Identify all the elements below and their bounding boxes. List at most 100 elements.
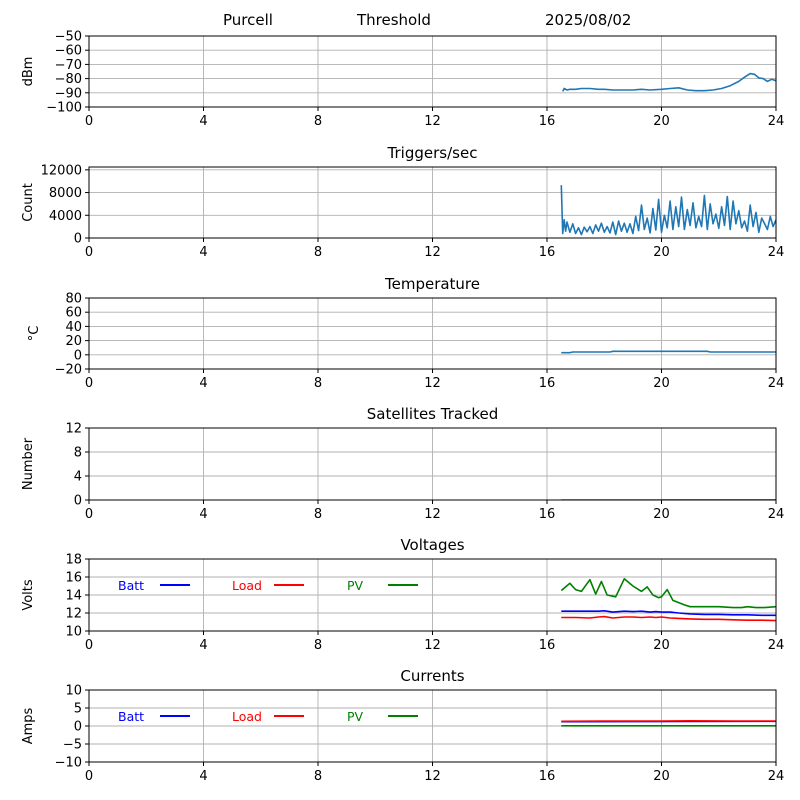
y-tick-label: 5 <box>74 702 82 717</box>
x-tick-label: 16 <box>539 638 556 653</box>
y-tick-label: 16 <box>65 571 82 586</box>
x-tick-label: 16 <box>539 769 556 784</box>
y-axis-label: Count <box>21 183 36 222</box>
y-tick-label: −60 <box>55 44 82 59</box>
x-tick-label: 20 <box>653 769 670 784</box>
y-tick-label: 14 <box>65 589 82 604</box>
chart-title: Satellites Tracked <box>367 405 498 423</box>
y-tick-label: −90 <box>55 86 82 101</box>
x-tick-label: 20 <box>653 638 670 653</box>
y-tick-label: −80 <box>55 72 82 87</box>
y-tick-label: 0 <box>74 720 82 735</box>
x-tick-label: 20 <box>653 507 670 522</box>
y-tick-label: 10 <box>65 625 82 640</box>
series-line-0 <box>560 185 776 236</box>
x-tick-label: 4 <box>199 769 207 784</box>
y-axis-label: Volts <box>21 579 36 611</box>
chart-panel-4: Batt Load PV 0 4 8 12 16 20 24 10 12 14 16 18 Volts Volt… <box>21 536 784 653</box>
chart-panel-3: 0 4 8 12 16 20 24 0 4 8 12 Number Satellites Tracked <box>21 405 784 522</box>
y-tick-label: 4 <box>74 470 82 485</box>
y-tick-label: 4000 <box>49 209 82 224</box>
x-tick-label: 0 <box>85 507 93 522</box>
x-tick-label: 12 <box>424 769 441 784</box>
chart-title: Currents <box>400 667 464 685</box>
x-tick-label: 12 <box>424 376 441 391</box>
y-tick-label: 12 <box>65 607 82 622</box>
x-tick-label: 0 <box>85 376 93 391</box>
y-tick-label: −5 <box>63 738 82 753</box>
y-tick-label: −20 <box>55 363 82 378</box>
y-axis-label: dBm <box>21 57 36 87</box>
x-tick-label: 12 <box>424 245 441 260</box>
y-axis-label: Amps <box>21 707 36 744</box>
x-tick-label: 24 <box>768 769 785 784</box>
y-tick-label: 10 <box>65 684 82 699</box>
x-tick-label: 16 <box>539 376 556 391</box>
x-tick-label: 0 <box>85 769 93 784</box>
series-line-pv <box>560 577 776 609</box>
chart-panel-0: 0 4 8 12 16 20 24 −100−90−80−70−60−50 dBm <box>21 30 784 130</box>
y-tick-label: 20 <box>65 334 82 349</box>
x-tick-label: 24 <box>768 114 785 129</box>
series-line-batt <box>561 609 776 617</box>
y-tick-label: 0 <box>74 494 82 509</box>
y-tick-label: −50 <box>55 30 82 45</box>
legend-label-batt: Batt <box>118 709 144 724</box>
y-tick-label: 0 <box>74 348 82 363</box>
chart-panel-5: Batt Load PV 0 4 8 12 16 20 24 −10 −5 0 5 10 Amps Curren… <box>21 667 784 784</box>
y-axis-label: °C <box>27 326 42 342</box>
series-line-load <box>561 615 776 622</box>
y-tick-label: 60 <box>65 306 82 321</box>
y-tick-label: 18 <box>65 553 82 568</box>
x-tick-label: 8 <box>314 769 322 784</box>
y-tick-label: 12000 <box>41 163 82 178</box>
x-tick-label: 20 <box>653 114 670 129</box>
x-tick-label: 4 <box>199 245 207 260</box>
y-tick-label: 8000 <box>49 186 82 201</box>
x-tick-label: 0 <box>85 114 93 129</box>
series-line-load <box>561 719 776 723</box>
header-station-label: Purcell <box>223 11 273 29</box>
y-tick-label: −100 <box>46 101 82 116</box>
x-tick-label: 12 <box>424 114 441 129</box>
x-tick-label: 8 <box>314 245 322 260</box>
y-axis-label: Number <box>21 437 36 490</box>
y-tick-label: 12 <box>65 422 82 437</box>
x-tick-label: 24 <box>768 245 785 260</box>
x-tick-label: 4 <box>199 376 207 391</box>
series-line-0 <box>561 350 776 354</box>
x-tick-label: 4 <box>199 114 207 129</box>
legend-label-pv: PV <box>347 709 364 724</box>
x-tick-label: 12 <box>424 638 441 653</box>
x-tick-label: 16 <box>539 114 556 129</box>
y-tick-label: −70 <box>55 58 82 73</box>
chart-panel-1: 0 4 8 12 16 20 24 0 4000 8000 12000 Count Triggers/s… <box>21 144 784 260</box>
x-tick-label: 20 <box>653 245 670 260</box>
y-tick-label: 8 <box>74 446 82 461</box>
y-tick-label: 0 <box>74 232 82 247</box>
x-tick-label: 0 <box>85 638 93 653</box>
legend-label-batt: Batt <box>118 578 144 593</box>
x-tick-label: 16 <box>539 507 556 522</box>
header-date-label: 2025/08/02 <box>545 11 632 29</box>
x-tick-label: 24 <box>768 638 785 653</box>
x-tick-label: 8 <box>314 507 322 522</box>
x-tick-label: 8 <box>314 638 322 653</box>
x-tick-label: 24 <box>768 376 785 391</box>
chart-title: Triggers/sec <box>387 144 478 162</box>
x-tick-label: 4 <box>199 507 207 522</box>
series-line-0 <box>561 72 776 92</box>
legend-label-pv: PV <box>347 578 364 593</box>
x-tick-label: 0 <box>85 245 93 260</box>
y-tick-label: 40 <box>65 320 82 335</box>
legend-label-load: Load <box>232 578 262 593</box>
y-tick-label: −10 <box>55 756 82 771</box>
chart-title: Voltages <box>400 536 464 554</box>
x-tick-label: 16 <box>539 245 556 260</box>
x-tick-label: 4 <box>199 638 207 653</box>
x-tick-label: 12 <box>424 507 441 522</box>
x-tick-label: 8 <box>314 376 322 391</box>
x-tick-label: 8 <box>314 114 322 129</box>
x-tick-label: 20 <box>653 376 670 391</box>
